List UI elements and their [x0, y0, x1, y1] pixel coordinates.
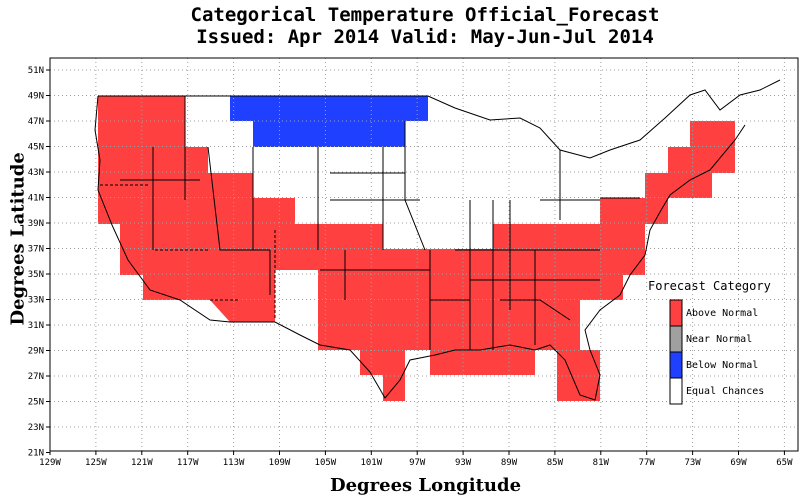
climate-division-lines	[100, 184, 276, 320]
lat-tick-label: 25N	[28, 398, 44, 408]
map-title-line2: Issued: Apr 2014 Valid: May-Jun-Jul 2014	[196, 26, 654, 48]
legend-swatch	[669, 351, 683, 379]
lat-tick-label: 51N	[28, 66, 44, 76]
lat-tick-label: 35N	[28, 270, 44, 280]
lon-tick-label: 129W	[39, 458, 61, 468]
lon-tick-label: 125W	[85, 458, 107, 468]
legend-label: Equal Chances	[686, 386, 764, 397]
lat-tick-label: 43N	[28, 168, 44, 178]
legend: Forecast Category Above Normal Near Norma…	[648, 279, 771, 405]
lon-tick-label: 85W	[547, 458, 564, 468]
lat-tick-label: 45N	[28, 143, 44, 153]
lat-tick-label: 47N	[28, 117, 44, 127]
lon-tick-label: 73W	[684, 458, 701, 468]
lon-tick-label: 113W	[223, 458, 245, 468]
lon-tick-label: 89W	[501, 458, 518, 468]
lat-tick-label: 39N	[28, 219, 44, 229]
longitude-tick-labels: 129W 125W 121W 117W 113W 109W 105W 101W 97W 93W 89…	[39, 451, 793, 468]
lon-tick-label: 69W	[730, 458, 747, 468]
lon-tick-label: 81W	[593, 458, 610, 468]
legend-label: Above Normal	[686, 308, 758, 319]
lon-tick-label: 117W	[177, 458, 199, 468]
lon-tick-label: 77W	[639, 458, 656, 468]
y-axis-title: Degrees Latitude	[7, 152, 29, 326]
lat-tick-label: 33N	[28, 296, 44, 306]
lat-tick-label: 31N	[28, 321, 44, 331]
lat-tick-label: 21N	[28, 449, 44, 459]
legend-label: Below Normal	[686, 360, 758, 371]
lon-tick-label: 65W	[776, 458, 793, 468]
lat-tick-label: 49N	[28, 92, 44, 102]
lat-tick-label: 29N	[28, 347, 44, 357]
lat-tick-label: 23N	[28, 423, 44, 433]
lon-tick-label: 97W	[409, 458, 426, 468]
state-boundaries	[94, 79, 781, 401]
legend-swatch	[669, 377, 683, 405]
above-normal-region-west	[98, 96, 383, 322]
map-title-line1: Categorical Temperature Official_Forecas…	[190, 4, 660, 26]
latitude-tick-labels: 51N 49N 47N 45N 43N 41N 39N 37N 35N 33N 31N 29N 27N 2…	[28, 66, 50, 459]
lat-tick-label: 37N	[28, 245, 44, 255]
lon-tick-label: 105W	[315, 458, 337, 468]
legend-swatch	[669, 299, 683, 327]
lon-tick-label: 93W	[455, 458, 472, 468]
legend-label: Near Normal	[686, 334, 752, 345]
x-axis-title: Degrees Longitude	[330, 475, 522, 496]
lon-tick-label: 101W	[360, 458, 382, 468]
legend-title: Forecast Category	[648, 279, 771, 293]
lon-tick-label: 121W	[131, 458, 153, 468]
lat-tick-label: 27N	[28, 372, 44, 382]
map-frame	[49, 57, 799, 452]
forecast-regions	[98, 96, 735, 401]
legend-swatch	[669, 325, 683, 353]
lat-tick-label: 41N	[28, 194, 44, 204]
lon-tick-label: 109W	[269, 458, 291, 468]
above-normal-region-southeast	[318, 121, 735, 401]
